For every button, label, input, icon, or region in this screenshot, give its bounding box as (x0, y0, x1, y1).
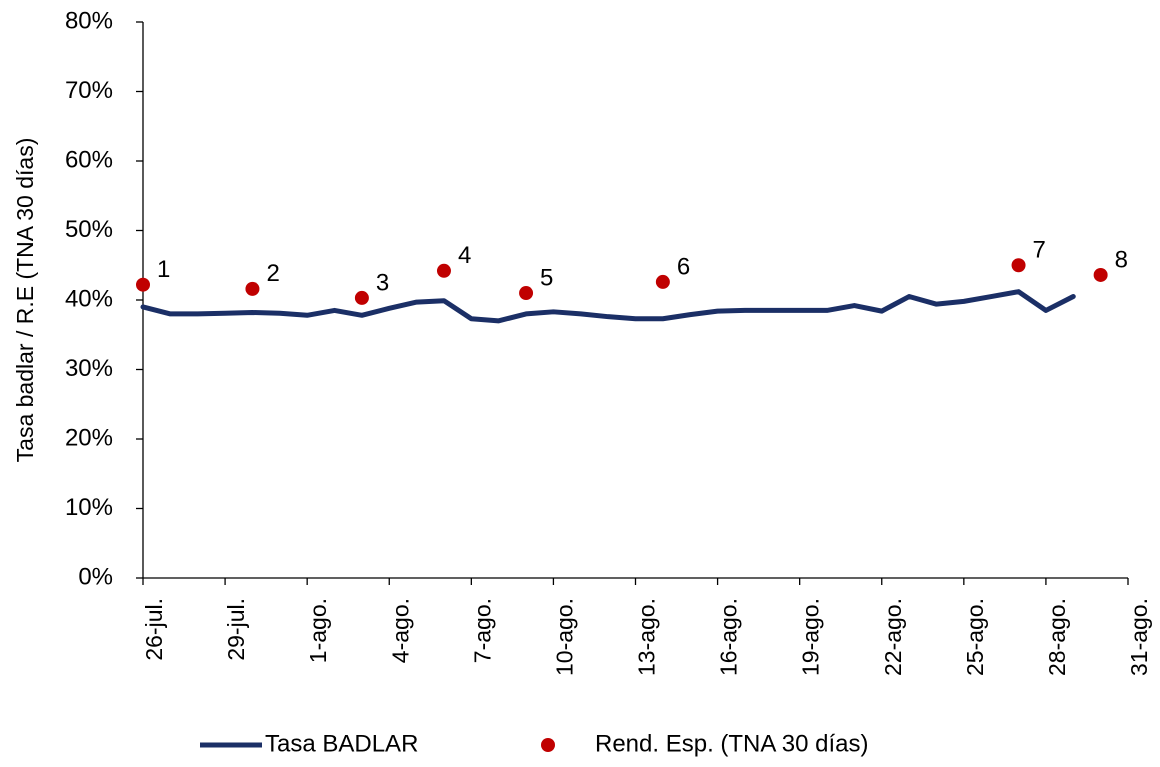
line (140, 289, 1076, 324)
point (519, 286, 534, 301)
x-tick-label: 1-ago. (305, 598, 331, 663)
x-tick-label: 29-jul. (223, 598, 249, 661)
point (436, 263, 451, 278)
y-tick-label: 50% (65, 216, 113, 243)
point (136, 277, 150, 292)
point (1093, 267, 1108, 282)
point-label: 2 (266, 260, 279, 287)
legend-label: Rend. Esp. (TNA 30 días) (595, 730, 868, 757)
legend-label: Tasa BADLAR (265, 730, 418, 757)
y-tick-label: 70% (65, 77, 113, 104)
point-label: 6 (677, 253, 690, 280)
x-tick-label: 25-ago. (962, 598, 988, 676)
x-tick-label: 28-ago. (1044, 598, 1070, 676)
x-tick-label: 31-ago. (1126, 598, 1152, 676)
point-label: 5 (540, 264, 553, 291)
y-tick-label: 60% (65, 146, 113, 173)
point-label: 3 (376, 269, 389, 296)
y-tick-label: 20% (65, 424, 113, 451)
y-tick-label: 40% (65, 285, 113, 312)
point (245, 281, 260, 296)
y-tick-label: 80% (65, 7, 113, 34)
x-tick-label: 16-ago. (716, 598, 742, 676)
x-tick-label: 4-ago. (387, 598, 413, 663)
y-tick-label: 10% (65, 494, 113, 521)
x-tick-label: 22-ago. (880, 598, 906, 676)
y-tick-label: 0% (78, 563, 113, 590)
point-label: 4 (458, 242, 471, 269)
point-label: 1 (157, 256, 170, 283)
point (354, 290, 369, 305)
x-tick-label: 19-ago. (798, 598, 824, 676)
point (655, 274, 670, 289)
y-axis-label: Tasa badlar / R.E (TNA 30 días) (12, 138, 38, 463)
x-tick-label: 7-ago. (469, 598, 495, 663)
point-label: 7 (1033, 237, 1046, 264)
point-label: 8 (1115, 246, 1128, 273)
legend-swatch (541, 738, 555, 752)
y-tick-label: 30% (65, 355, 113, 382)
x-tick-label: 10-ago. (551, 598, 577, 676)
x-tick-label: 13-ago. (634, 598, 660, 676)
point (1011, 258, 1026, 273)
x-tick-label: 26-jul. (141, 598, 167, 661)
